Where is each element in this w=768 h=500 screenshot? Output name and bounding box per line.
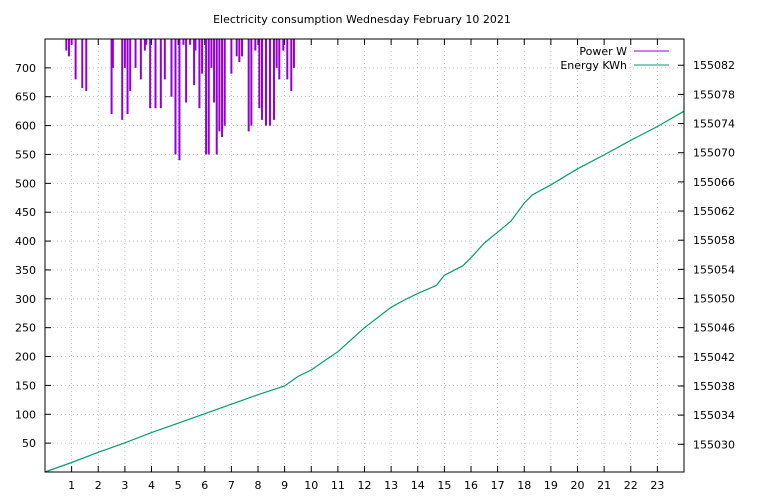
legend-power-label: Power W [579,45,627,58]
x-tick-label: 15 [437,479,451,492]
plot-frame [44,38,685,473]
y2-tick-label: 155042 [693,351,735,364]
y2-tick-label: 155074 [693,118,735,131]
legend: Power W Energy KWh [560,45,669,72]
x-tick-label: 20 [571,479,585,492]
x-tick-label: 12 [358,479,372,492]
x-tick-label: 11 [331,479,345,492]
y2-tick-label: 155038 [693,380,735,393]
x-tick-label: 4 [148,479,155,492]
y-tick-label: 550 [15,148,36,161]
y2-tick-label: 155054 [693,263,735,276]
y-tick-label: 600 [15,120,36,133]
y2-tick-label: 155070 [693,147,735,160]
left-axis: 50 100 150 200 250 300 350 400 450 500 550 600 650 70… [15,62,51,450]
x-tick-label: 10 [304,479,318,492]
y-tick-label: 700 [15,62,36,75]
chart-title: Electricity consumption Wednesday Februa… [213,13,511,26]
y-tick-label: 400 [15,235,36,248]
x-tick-label: 8 [255,479,262,492]
y-tick-label: 150 [15,379,36,392]
y2-tick-label: 155078 [693,88,735,101]
x-tick-label: 2 [95,479,102,492]
y2-tick-label: 155046 [693,322,735,335]
x-tick-label: 23 [650,479,664,492]
y-tick-label: 650 [15,91,36,104]
power-series [65,39,295,161]
y2-tick-label: 155066 [693,176,735,189]
energy-series [44,110,685,473]
y-tick-label: 450 [15,206,36,219]
y2-tick-label: 155030 [693,438,735,451]
x-tick-label: 14 [411,479,425,492]
y-tick-label: 350 [15,264,36,277]
y-tick-label: 250 [15,322,36,335]
x-tick-label: 3 [121,479,128,492]
energy-line [44,110,685,473]
x-tick-label: 9 [281,479,288,492]
x-tick-label: 17 [491,479,505,492]
y-tick-label: 100 [15,408,36,421]
y2-tick-label: 155082 [693,59,735,72]
y2-tick-label: 155050 [693,293,735,306]
x-tick-label: 21 [597,479,611,492]
x-tick-label: 5 [175,479,182,492]
y-tick-label: 50 [22,437,36,450]
x-tick-label: 6 [201,479,208,492]
x-tick-label: 18 [517,479,531,492]
y-tick-label: 300 [15,293,36,306]
x-tick-label: 16 [464,479,478,492]
legend-energy-label: Energy KWh [560,59,627,72]
x-tick-label: 1 [68,479,75,492]
x-tick-label: 22 [624,479,638,492]
x-tick-label: 19 [544,479,558,492]
x-tick-label: 13 [384,479,398,492]
grid [45,39,684,472]
y-tick-label: 500 [15,177,36,190]
y2-tick-label: 155058 [693,234,735,247]
x-axis: 1 2 3 4 5 6 7 8 9 10 11 12 13 14 15 16 17 18 19 20 21 22 23 [68,39,664,492]
right-axis: 155030 155034 155038 155042 155046 155050 1550… [678,59,735,451]
y2-tick-label: 155062 [693,205,735,218]
y2-tick-label: 155034 [693,409,735,422]
y-tick-label: 200 [15,351,36,364]
x-tick-label: 7 [228,479,235,492]
